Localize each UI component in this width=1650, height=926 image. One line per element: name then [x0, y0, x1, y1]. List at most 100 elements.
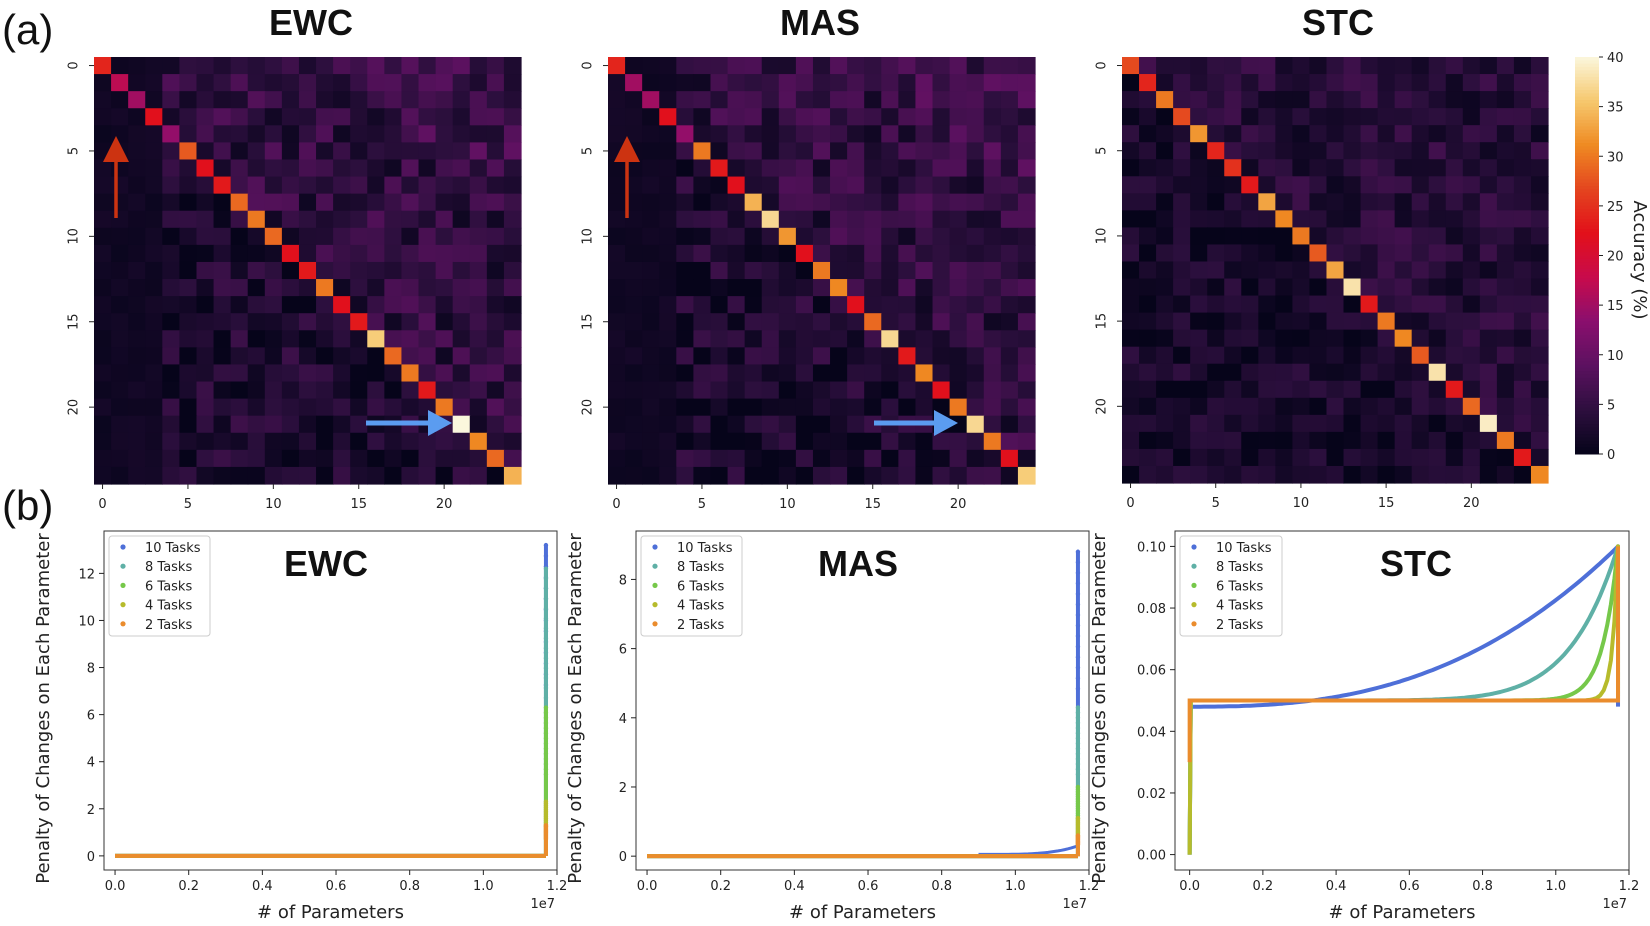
heatmap-cell	[1275, 227, 1293, 246]
heatmap-cell	[642, 364, 660, 383]
heatmap-cell	[401, 279, 420, 297]
heatmap-cell	[94, 74, 112, 92]
heatmap-cell	[1309, 329, 1328, 348]
heatmap-cell	[1462, 431, 1481, 450]
heatmap-cell	[676, 142, 694, 161]
heatmap-cell	[1394, 346, 1413, 365]
heatmap-cell	[1275, 363, 1293, 382]
heatmap-cell	[1122, 363, 1140, 382]
heatmap-cell	[1190, 380, 1208, 399]
heatmap-cell	[949, 57, 968, 75]
heatmap-cell	[384, 432, 403, 451]
heatmap-cell	[401, 210, 420, 229]
heatmap-cell	[778, 244, 797, 263]
heatmap-cell	[1360, 431, 1379, 450]
heatmap-cell	[230, 74, 249, 92]
heatmap-cell	[384, 125, 403, 143]
heatmap-cell	[1224, 57, 1242, 75]
y-tick-label: 15	[67, 313, 82, 330]
heatmap-cell	[333, 347, 351, 366]
heatmap-cell	[881, 398, 899, 417]
heatmap-cell	[1241, 91, 1259, 109]
heatmap-cell	[778, 210, 797, 229]
heatmap-cell	[503, 364, 522, 383]
heatmap-cell	[333, 398, 351, 417]
heatmap-cell	[864, 142, 882, 161]
heatmap-cell	[710, 227, 729, 246]
heatmap-cell	[1462, 295, 1481, 314]
heatmap-cell	[435, 176, 454, 195]
heatmap-cell	[128, 176, 146, 195]
heatmap-cell	[1241, 57, 1259, 75]
heatmap-cell	[486, 193, 505, 212]
heatmap-cell	[864, 364, 882, 383]
heatmap-cell	[1394, 159, 1413, 177]
series-point	[543, 761, 549, 767]
heatmap-cell	[111, 125, 129, 143]
heatmap-cell	[1122, 261, 1140, 280]
heatmap-cell	[1445, 227, 1464, 246]
colorbar-segment	[1575, 311, 1599, 316]
heatmap-cell	[401, 176, 420, 195]
heatmap-cell	[162, 142, 180, 161]
heatmap-cell	[1462, 329, 1481, 348]
heatmap-cell	[281, 364, 300, 383]
heatmap-cell	[727, 227, 746, 246]
colorbar-segment	[1575, 295, 1599, 300]
heatmap-cell	[1377, 380, 1396, 399]
heatmap-cell	[642, 57, 660, 75]
series-6-tasks	[647, 784, 1081, 859]
colorbar-segment	[1575, 324, 1599, 329]
heatmap-cell	[435, 74, 454, 92]
colorbar-segment	[1575, 90, 1599, 94]
heatmap-cell	[676, 330, 694, 348]
heatmap-cell	[949, 330, 968, 348]
heatmap-cell	[830, 398, 848, 417]
heatmap-cell	[676, 176, 694, 195]
heatmap-cell	[384, 330, 403, 348]
heatmap-cell	[898, 227, 917, 246]
heatmap-cell	[1513, 176, 1532, 194]
heatmap-cell	[1462, 312, 1481, 331]
heatmap-cell	[1173, 346, 1191, 365]
heatmap-cell	[778, 381, 797, 400]
heatmap-cell	[1000, 193, 1019, 212]
heatmap-cell	[1496, 91, 1515, 109]
heatmap-cell	[1190, 329, 1208, 348]
heatmap-cell	[625, 347, 643, 366]
heatmap-cell	[710, 142, 729, 161]
heatmap-cell	[1309, 74, 1328, 92]
heatmap-cell	[1190, 227, 1208, 246]
heatmap-cell	[179, 57, 198, 75]
colorbar-segment	[1575, 348, 1599, 352]
heatmap-cell	[659, 415, 677, 434]
heatmap-cell	[367, 449, 385, 468]
heatmap-cell	[778, 176, 797, 195]
heatmap-cell	[710, 432, 729, 451]
colorbar-segment	[1575, 281, 1599, 286]
heatmap-cell	[966, 142, 985, 161]
heatmap-cell	[213, 91, 232, 109]
heatmap-cell	[435, 330, 454, 348]
heatmap-cell	[915, 125, 934, 143]
heatmap-cell	[1224, 108, 1242, 126]
heatmap-cell	[1190, 431, 1208, 450]
heatmap-cell	[1513, 295, 1532, 314]
heatmap-cell	[1258, 295, 1276, 314]
heatmap-cell	[847, 330, 865, 348]
heatmap-cell	[452, 415, 471, 434]
heatmap-cell	[1224, 210, 1242, 228]
heatmap-cell	[1275, 346, 1293, 365]
heatmap-cell	[179, 210, 198, 229]
heatmap-cell	[162, 398, 180, 417]
heatmap-cell	[230, 415, 249, 434]
heatmap-cell	[1479, 91, 1498, 109]
heatmap-cell	[1017, 330, 1036, 348]
heatmap-cell	[1156, 108, 1174, 126]
heatmap-cell	[608, 347, 626, 366]
heatmap-cell	[710, 296, 729, 314]
heatmap-cell	[625, 193, 643, 212]
heatmap-cell	[932, 364, 951, 383]
heatmap-cell	[1275, 329, 1293, 348]
series-4-tasks	[647, 815, 1081, 859]
